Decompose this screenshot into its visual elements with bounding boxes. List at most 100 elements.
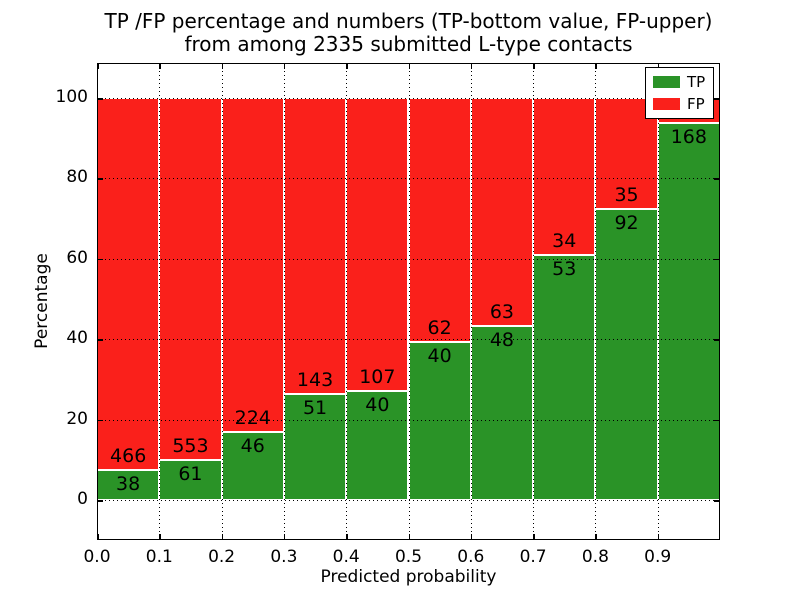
tp-count-label: 168: [670, 125, 707, 148]
x-tick-label: 0.4: [332, 547, 360, 567]
fp-count-label: 143: [296, 369, 334, 392]
y-tick-label: 100: [55, 87, 88, 107]
x-tick-mark: [221, 534, 224, 540]
tp-count-label: 40: [365, 393, 390, 416]
bar-segment-tp: [533, 255, 596, 500]
y-tick-mark: [97, 98, 103, 100]
x-tick-mark: [657, 63, 660, 69]
y-tick-mark: [97, 339, 103, 341]
chart-title-line2: from among 2335 submitted L-type contact…: [184, 32, 633, 56]
fp-swatch-icon: [653, 98, 680, 110]
tp-count-label: 48: [489, 329, 515, 352]
bar-segment-fp: [159, 98, 222, 461]
y-tick-mark: [97, 178, 103, 180]
x-tick-label: 0.1: [145, 547, 173, 567]
tp-count-label: 40: [427, 345, 452, 368]
bar-segment-tp: [470, 326, 534, 500]
y-tick-mark: [714, 98, 720, 100]
fp-count-label: 224: [234, 406, 271, 429]
y-tick-label: 40: [66, 328, 88, 349]
bar-segment-fp: [346, 98, 409, 391]
x-tick-mark: [283, 534, 286, 540]
x-tick-mark: [595, 534, 597, 540]
x-tick-mark: [97, 63, 99, 69]
y-tick-mark: [714, 178, 720, 180]
v-gridline: [657, 63, 659, 540]
fp-count-label: 107: [359, 365, 396, 388]
x-tick-mark: [595, 63, 597, 69]
tp-count-label: 53: [552, 258, 577, 281]
y-tick-mark: [97, 500, 103, 502]
x-tick-label: 0.6: [457, 547, 485, 567]
legend-label: TP: [687, 72, 706, 91]
y-tick-label: 60: [66, 247, 88, 268]
tp-count-label: 61: [178, 463, 203, 486]
bar-segment-fp: [470, 98, 534, 327]
x-tick-mark: [221, 63, 224, 69]
x-tick-label: 0.3: [270, 547, 298, 567]
y-tick-mark: [97, 258, 103, 261]
y-tick-mark: [714, 258, 720, 261]
legend-entry-fp: FP: [653, 96, 706, 112]
x-tick-mark: [657, 534, 660, 540]
tp-count-label: 92: [614, 211, 639, 234]
tp-count-label: 51: [302, 397, 328, 420]
x-tick-mark: [470, 63, 473, 69]
x-tick-mark: [346, 63, 348, 69]
v-gridline: [595, 63, 597, 540]
x-axis-label: Predicted probability: [320, 567, 497, 587]
x-tick-label: 0.0: [83, 547, 111, 567]
v-gridline: [221, 63, 223, 540]
x-tick-label: 0.7: [519, 547, 547, 567]
v-gridline: [533, 63, 535, 540]
x-tick-mark: [97, 534, 99, 540]
fp-count-label: 63: [489, 301, 515, 324]
x-tick-label: 0.2: [208, 547, 236, 567]
tp-swatch-icon: [653, 76, 680, 88]
x-tick-mark: [159, 63, 161, 69]
x-tick-mark: [408, 534, 410, 540]
chart-title-line1: TP /FP percentage and numbers (TP-bottom…: [104, 9, 713, 33]
legend-label: FP: [687, 94, 705, 113]
y-tick-mark: [714, 419, 720, 422]
fp-count-label: 466: [110, 444, 147, 467]
bar-segment-fp: [97, 98, 160, 470]
bar-segment-tp: [657, 122, 720, 500]
fp-count-label: 34: [552, 230, 577, 253]
x-tick-label: 0.5: [394, 547, 423, 567]
x-tick-mark: [533, 63, 535, 69]
y-tick-mark: [714, 500, 720, 502]
x-tick-mark: [283, 63, 286, 69]
y-tick-label: 80: [66, 167, 88, 188]
y-tick-label: 0: [77, 489, 88, 509]
x-tick-mark: [159, 534, 161, 540]
y-tick-mark: [97, 419, 103, 422]
tp-count-label: 38: [116, 472, 141, 495]
v-gridline: [470, 63, 472, 540]
bar-segment-tp: [408, 342, 471, 500]
legend-entry-tp: TP: [653, 74, 706, 90]
x-tick-label: 0.8: [581, 547, 609, 567]
x-tick-mark: [470, 534, 473, 540]
bar-segment-tp: [283, 394, 347, 500]
tp-count-label: 46: [240, 434, 265, 457]
x-tick-mark: [346, 534, 348, 540]
bar-segment-tp: [221, 431, 284, 500]
y-tick-label: 20: [66, 408, 88, 429]
chart-title: TP /FP percentage and numbers (TP-bottom…: [97, 10, 720, 56]
bar-segment-fp: [221, 98, 284, 432]
v-gridline: [283, 63, 285, 540]
bar-segment-fp: [408, 98, 471, 343]
x-tick-label: 0.9: [644, 547, 672, 567]
fp-count-label: 553: [172, 435, 209, 458]
y-tick-mark: [714, 339, 720, 341]
fp-count-label: 35: [614, 183, 639, 206]
legend: TP FP: [645, 67, 714, 119]
v-gridline: [159, 63, 161, 540]
v-gridline: [408, 63, 410, 540]
v-gridline: [346, 63, 348, 540]
fp-count-label: 62: [427, 317, 452, 340]
x-tick-mark: [408, 63, 410, 69]
x-tick-mark: [533, 534, 535, 540]
